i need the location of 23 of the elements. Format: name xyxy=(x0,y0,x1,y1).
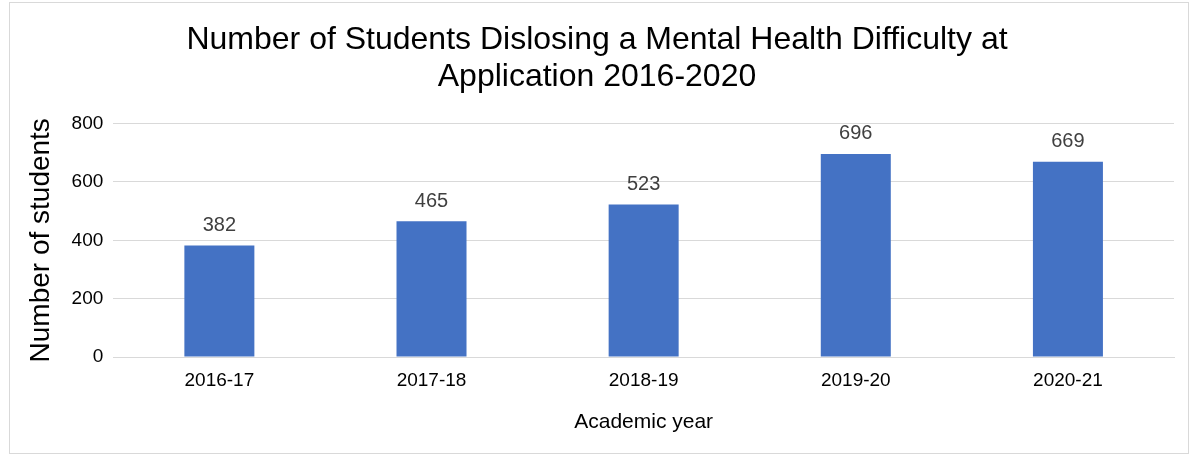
data-label: 465 xyxy=(414,188,449,211)
x-tick-label: 2019-20 xyxy=(820,368,891,390)
y-tick-label: 600 xyxy=(71,170,104,192)
data-label: 382 xyxy=(202,213,237,236)
data-label: 669 xyxy=(1051,129,1085,152)
y-tick-label: 0 xyxy=(92,345,104,367)
bar xyxy=(608,204,679,357)
x-tick-label: 2016-17 xyxy=(184,368,255,390)
x-tick-label: 2018-19 xyxy=(608,368,679,390)
y-tick-label: 400 xyxy=(71,228,104,250)
bar xyxy=(820,153,891,357)
chart-title: Number of Students Dislosing a Mental Health Difficulty at Application 2016-2020 xyxy=(186,20,1008,94)
data-label: 696 xyxy=(839,121,873,144)
y-axis-title: Number of students xyxy=(23,118,55,363)
x-axis-title: Academic year xyxy=(574,409,714,433)
y-tick-label: 800 xyxy=(71,111,104,133)
x-tick-label: 2017-18 xyxy=(396,368,467,390)
bar xyxy=(396,221,467,357)
x-tick-label: 2020-21 xyxy=(1033,368,1103,390)
data-label: 523 xyxy=(626,171,661,194)
bar xyxy=(184,245,255,357)
y-tick-label: 200 xyxy=(71,286,104,308)
bar xyxy=(1032,161,1103,357)
